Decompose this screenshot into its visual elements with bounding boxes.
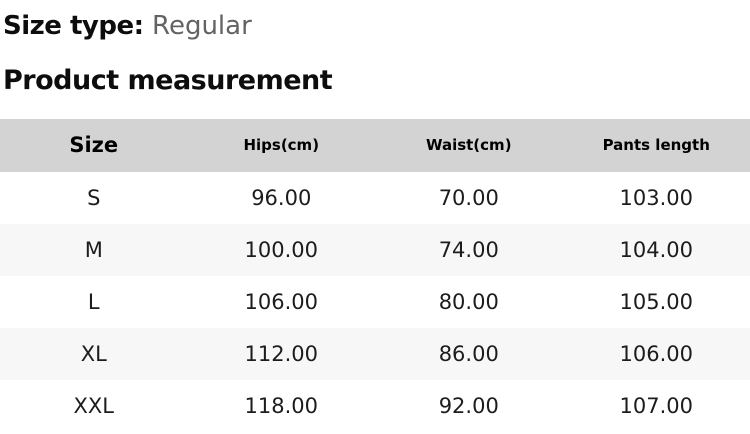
header-row: Size Hips(cm) Waist(cm) Pants length: [0, 118, 750, 172]
cell-size: M: [84, 237, 103, 262]
cell-waist: 70.00: [438, 185, 499, 210]
measurement-table: Size Hips(cm) Waist(cm) Pants length S 9…: [0, 118, 750, 432]
cell-hips: 112.00: [244, 341, 318, 366]
cell-pants-length: 104.00: [619, 237, 693, 262]
cell-hips: 96.00: [251, 185, 312, 210]
cell-pants-length: 105.00: [619, 289, 693, 314]
cell-waist: 92.00: [438, 393, 499, 418]
column-header-waist: Waist(cm): [425, 136, 512, 155]
table-row-xxl: XXL 118.00 92.00 107.00: [0, 379, 750, 432]
measurement-table-header: Size Hips(cm) Waist(cm) Pants length: [0, 118, 750, 172]
cell-size: L: [87, 289, 100, 314]
size-type-label: Size type:: [3, 11, 144, 41]
size-type-value: Regular: [152, 11, 252, 41]
table-row-l: L 106.00 80.00 105.00: [0, 275, 750, 328]
measurement-table-body: S 96.00 70.00 103.00 M 100.00 74.00 104.…: [0, 171, 750, 432]
column-header-pants-length: Pants length: [602, 136, 710, 155]
cell-size: S: [87, 185, 101, 210]
cell-waist: 86.00: [438, 341, 499, 366]
cell-waist: 80.00: [438, 289, 499, 314]
table-row-xl: XL 112.00 86.00 106.00: [0, 327, 750, 380]
section-title: Product measurement: [3, 65, 333, 97]
table-row-s: S 96.00 70.00 103.00: [0, 171, 750, 224]
cell-size: XXL: [73, 393, 114, 418]
cell-hips: 106.00: [244, 289, 318, 314]
column-header-hips: Hips(cm): [243, 136, 320, 155]
cell-waist: 74.00: [438, 237, 499, 262]
table-row-m: M 100.00 74.00 104.00: [0, 223, 750, 276]
cell-size: XL: [80, 341, 107, 366]
cell-pants-length: 106.00: [619, 341, 693, 366]
size-type-line: Size type: Regular: [3, 11, 750, 42]
cell-hips: 100.00: [244, 237, 318, 262]
cell-pants-length: 107.00: [619, 393, 693, 418]
cell-hips: 118.00: [244, 393, 318, 418]
column-header-size: Size: [69, 133, 119, 158]
cell-pants-length: 103.00: [619, 185, 693, 210]
